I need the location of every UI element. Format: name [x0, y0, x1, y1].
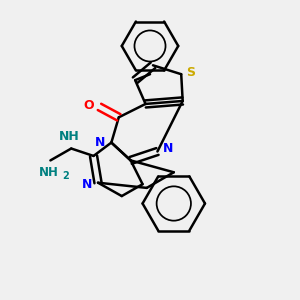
Text: 2: 2 [62, 171, 69, 181]
Text: NH: NH [59, 130, 80, 142]
Text: NH: NH [39, 166, 59, 179]
Text: O: O [83, 99, 94, 112]
Text: S: S [186, 66, 195, 79]
Text: N: N [82, 178, 92, 191]
Text: N: N [163, 142, 173, 155]
Text: N: N [94, 136, 105, 149]
